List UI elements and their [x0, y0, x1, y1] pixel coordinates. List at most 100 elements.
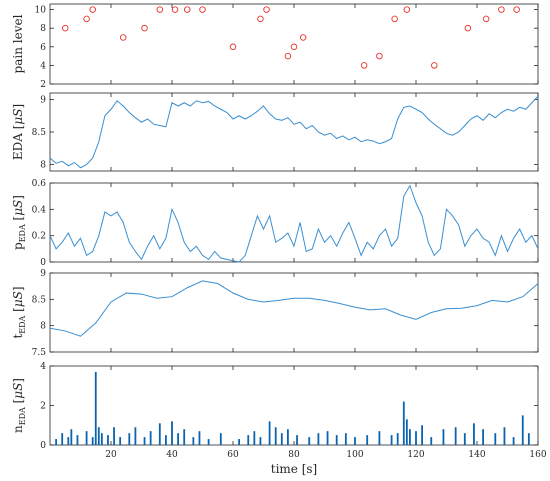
panel-5-spike: [421, 425, 423, 445]
panel-5-spike: [253, 431, 256, 445]
panel-1-point: [290, 43, 298, 51]
panel-5-spike: [61, 433, 64, 445]
panel-5-spike: [527, 433, 530, 445]
x-tick-label: 80: [288, 450, 300, 460]
panel-5-spike: [405, 419, 408, 445]
panel-5-spike: [67, 437, 70, 445]
panel-5-spike: [259, 437, 262, 445]
panel-5-spike: [192, 437, 195, 445]
panel-1-point: [119, 34, 127, 41]
x-tick-label: 20: [105, 450, 117, 460]
panel-5-spike: [219, 433, 222, 445]
panel-5-ytick-label: 4: [40, 362, 46, 372]
panel-5-spike: [268, 421, 271, 445]
panel-3-ylabel: pEDA [μS]: [11, 195, 27, 250]
panel-5-spike: [143, 437, 146, 445]
panel-5-spike: [317, 433, 320, 445]
panel-2-series-line: [49, 95, 539, 169]
panel-1-point: [376, 52, 383, 60]
panel-2-ytick-label: 8.5: [32, 128, 47, 138]
panel-1-point: [83, 15, 90, 23]
panel-5-spike: [296, 435, 298, 445]
panel-5-spike: [521, 415, 524, 445]
panel-5-spike: [198, 431, 201, 445]
x-tick-label: 60: [227, 450, 239, 460]
panel-5-spike: [128, 433, 131, 445]
panel-5-spike: [326, 431, 329, 445]
panel-1-point: [89, 6, 96, 13]
panel-2-ytick-label: 9: [40, 96, 46, 106]
panel-5-spike: [512, 437, 515, 445]
panel-5-spike: [207, 439, 210, 445]
panel-4-ytick-label: 8.5: [32, 295, 47, 305]
panel-1-ytick-label: 6: [40, 43, 46, 53]
panel-1-ytick-label: 2: [40, 80, 46, 90]
panel-1-point: [183, 6, 191, 13]
panel-3-ytick-label: 0.4: [32, 205, 47, 215]
panel-5-spike: [158, 423, 161, 445]
x-tick-label: 160: [529, 450, 546, 460]
panel-5-spike: [97, 427, 100, 445]
panel-1-point: [171, 6, 179, 13]
panel-5-spike: [335, 435, 338, 445]
panel-1-point: [482, 15, 490, 23]
panel-5-spike: [100, 433, 103, 445]
panel-2-ylabel: EDA [μS]: [11, 104, 25, 160]
panel-5-spike: [409, 429, 411, 445]
panel-5-spike: [430, 437, 433, 445]
panel-4-ytick-label: 9: [40, 269, 46, 279]
panel-3-ytick-label: 0: [40, 258, 46, 268]
panel-1-point: [284, 52, 292, 60]
panel-5-spike: [415, 431, 417, 445]
panel-5-spike: [119, 437, 122, 445]
panel-5-spike: [91, 437, 94, 445]
panel-5-spike: [378, 431, 381, 445]
panel-5-spike: [165, 435, 167, 445]
panel-5-spike: [76, 435, 79, 445]
x-tick-label: 100: [346, 450, 363, 460]
panel-5-spike: [149, 431, 152, 445]
panel-5-spike: [55, 439, 57, 445]
panel-3-ytick-label: 0.2: [32, 232, 46, 242]
panel-2-axes-box: [49, 92, 539, 172]
panel-3-ytick-label: 0.6: [32, 179, 47, 189]
panel-4-series-line: [49, 280, 539, 337]
panel-1-point: [62, 24, 69, 32]
panel-1-point: [263, 6, 270, 13]
panel-1-ytick-label: 8: [40, 24, 46, 34]
panel-5-spike: [287, 429, 289, 445]
panel-5-spike: [473, 423, 475, 445]
panel-5-ytick-label: 0: [40, 441, 46, 451]
panel-5-spike: [494, 433, 497, 445]
panel-5-ylabel: nEDA [μS]: [11, 378, 27, 433]
panel-5-spike: [463, 433, 466, 445]
panel-3-series-line: [49, 184, 539, 263]
panel-4-ylabel: tEDA [μS]: [11, 286, 27, 338]
panel-1-ylabel: pain level: [11, 14, 25, 73]
panel-5-spike: [247, 435, 250, 445]
panel-5-spike: [308, 437, 311, 445]
panel-5-spike: [366, 435, 369, 445]
x-tick-label: 140: [468, 450, 485, 460]
panel-1-point: [257, 15, 264, 23]
panel-1-ytick-label: 4: [40, 61, 46, 71]
panel-5-spike: [390, 435, 393, 445]
panel-5-spike: [274, 427, 277, 445]
panel-5-spike: [171, 421, 173, 445]
panel-1-point: [199, 6, 206, 13]
panel-1-point: [464, 24, 472, 32]
panel-4-ytick-label: 8: [40, 322, 46, 332]
panel-5-ytick-label: 2: [40, 402, 46, 412]
panel-1-point: [156, 6, 164, 13]
panel-5-spike: [482, 429, 484, 445]
panel-1-point: [513, 6, 520, 13]
panel-5-spike: [396, 433, 399, 445]
panel-1-point: [403, 6, 411, 13]
panel-5-spike: [442, 429, 445, 445]
panel-5-spike: [107, 435, 109, 445]
panel-1-point: [299, 34, 307, 41]
panel-5-spike: [344, 433, 347, 445]
panel-2-ytick-label: 8: [40, 161, 46, 171]
panel-5-spike: [70, 429, 73, 445]
